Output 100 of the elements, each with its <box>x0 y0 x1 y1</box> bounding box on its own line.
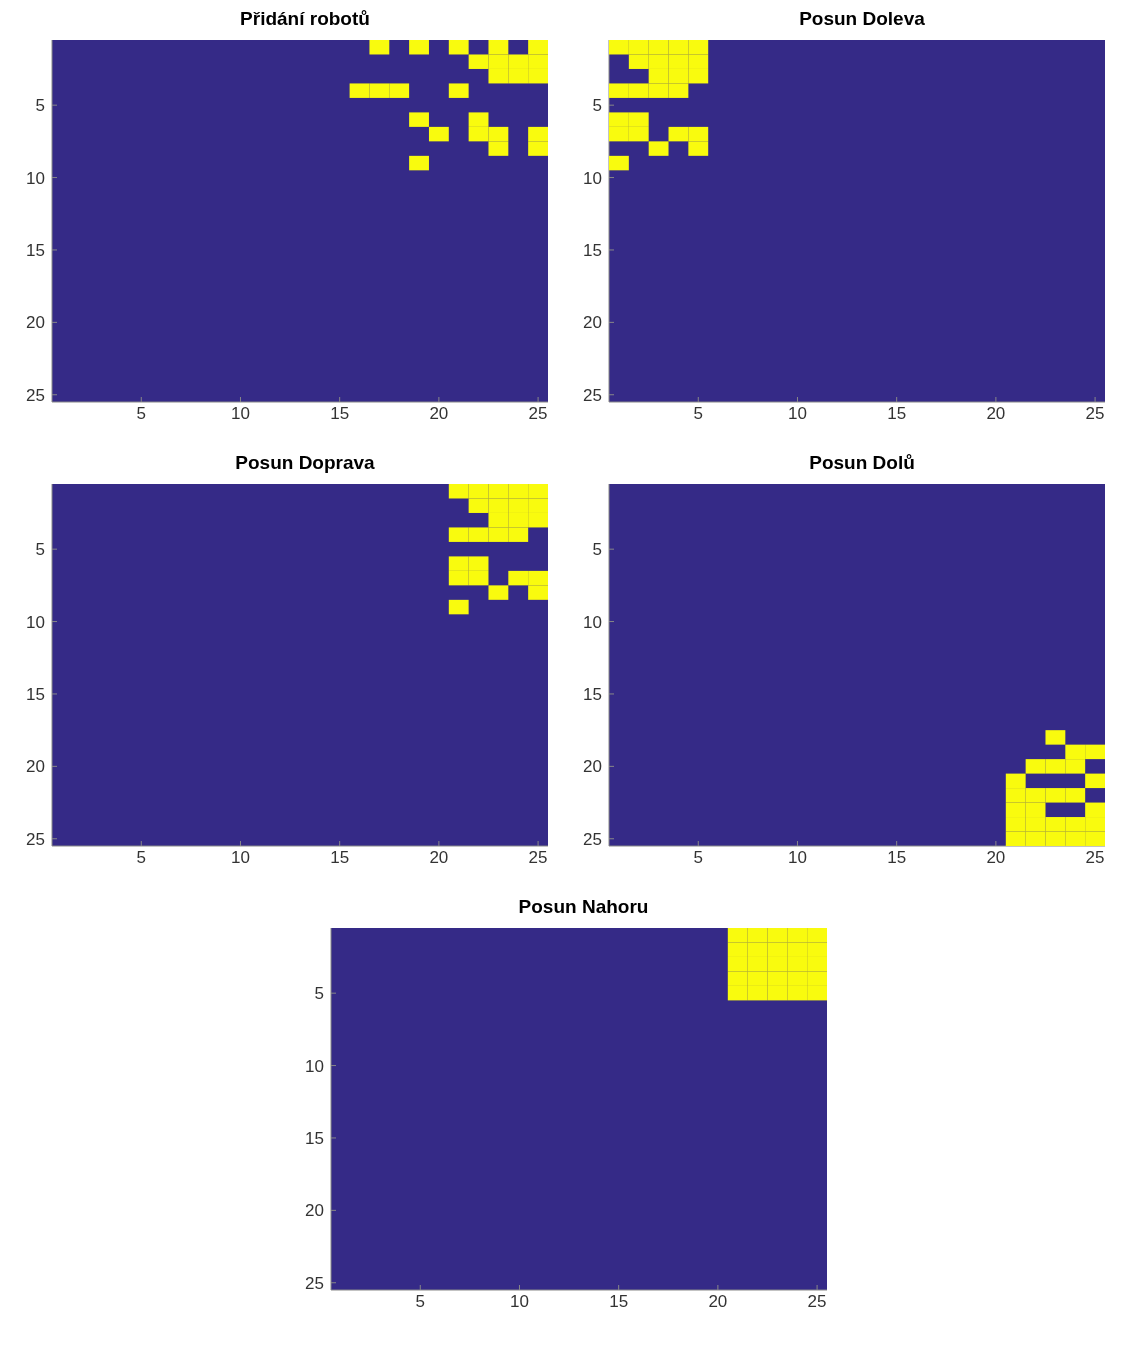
y-tick-label: 15 <box>583 241 602 260</box>
point <box>488 512 509 528</box>
point <box>468 112 489 127</box>
point <box>668 83 689 98</box>
x-tick-label: 25 <box>1085 404 1105 424</box>
y-tick-label: 10 <box>583 168 602 188</box>
point <box>668 68 689 84</box>
point <box>688 68 709 84</box>
point <box>488 585 509 600</box>
point <box>668 54 689 69</box>
point <box>1005 817 1026 832</box>
y-tick-label: 5 <box>592 540 602 560</box>
point <box>609 126 629 142</box>
x-tick-label: 5 <box>693 404 704 424</box>
y-tick-label: 20 <box>26 313 45 333</box>
point <box>1085 802 1105 818</box>
point <box>528 68 548 84</box>
point <box>448 83 469 98</box>
point <box>468 570 489 586</box>
y-tick-label: 20 <box>26 757 45 777</box>
point <box>448 484 469 499</box>
y-tick-label: 25 <box>583 829 602 849</box>
point <box>369 40 390 55</box>
point <box>1085 773 1105 789</box>
point <box>1045 817 1066 832</box>
point <box>448 527 469 542</box>
x-tick-label: 5 <box>136 404 147 424</box>
point <box>1085 817 1105 832</box>
y-tick-label: 25 <box>583 385 602 405</box>
point <box>1085 831 1105 846</box>
point <box>448 599 469 615</box>
y-tick-label: 15 <box>26 684 45 704</box>
x-tick-label: 20 <box>429 848 449 868</box>
x-tick-label: 15 <box>887 848 907 868</box>
x-tick-label: 10 <box>788 404 807 424</box>
x-tick-label: 15 <box>608 1292 628 1312</box>
point <box>648 141 669 156</box>
point <box>468 126 489 142</box>
point <box>528 40 548 55</box>
x-tick-label: 5 <box>693 848 704 868</box>
point <box>727 942 748 957</box>
point <box>528 54 548 69</box>
point <box>1045 831 1066 846</box>
point <box>488 68 509 84</box>
y-tick-label: 25 <box>304 1273 324 1293</box>
point <box>528 512 548 528</box>
point <box>528 126 548 142</box>
point <box>528 570 548 586</box>
point <box>409 40 429 55</box>
point <box>508 484 529 499</box>
point <box>609 112 629 127</box>
point <box>609 83 629 98</box>
point <box>688 141 709 156</box>
point <box>488 527 509 542</box>
y-tick-label: 10 <box>26 612 45 632</box>
point <box>747 956 767 972</box>
point <box>786 956 807 972</box>
point <box>766 928 787 943</box>
point <box>648 40 669 55</box>
x-tick-label: 15 <box>330 848 350 868</box>
point <box>1045 788 1066 803</box>
point <box>488 484 509 499</box>
point <box>528 585 548 600</box>
point <box>786 971 807 986</box>
x-tick-label: 20 <box>429 404 449 424</box>
point <box>448 570 469 586</box>
point <box>628 54 649 69</box>
point <box>688 54 709 69</box>
point <box>766 971 787 986</box>
point <box>1025 817 1046 832</box>
point <box>727 956 748 972</box>
point <box>1025 788 1046 803</box>
point <box>1065 831 1086 846</box>
point <box>806 971 827 986</box>
point <box>766 942 787 957</box>
point <box>528 484 548 499</box>
point <box>766 985 787 1001</box>
point <box>488 54 509 69</box>
point <box>1005 773 1026 789</box>
point <box>747 971 767 986</box>
x-tick-label: 25 <box>1085 848 1105 868</box>
point <box>468 484 489 499</box>
point <box>609 40 629 55</box>
point <box>1065 817 1086 832</box>
y-tick-label: 20 <box>304 1201 324 1221</box>
point <box>1025 759 1046 774</box>
x-tick-label: 10 <box>231 848 250 868</box>
point <box>806 956 827 972</box>
point <box>1005 802 1026 818</box>
y-tick-label: 25 <box>26 385 45 405</box>
point <box>1045 730 1066 745</box>
point <box>389 83 410 98</box>
point <box>786 928 807 943</box>
y-tick-label: 5 <box>592 96 602 116</box>
chart-title: Posun Doprava <box>234 452 376 475</box>
point <box>409 155 429 171</box>
point <box>668 40 689 55</box>
y-tick-label: 15 <box>26 241 45 260</box>
x-tick-label: 15 <box>887 404 907 424</box>
point <box>806 985 827 1001</box>
